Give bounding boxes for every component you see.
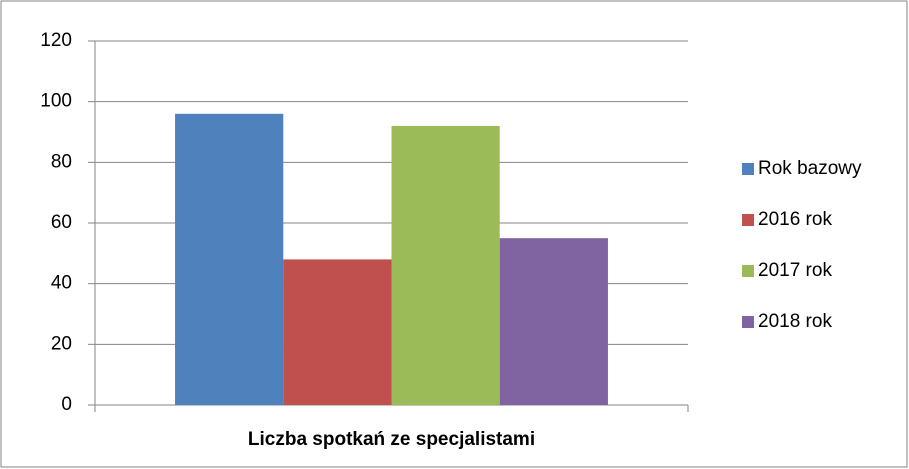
legend-label: Rok bazowy <box>758 158 862 179</box>
y-tick-label: 20 <box>51 333 72 354</box>
y-tick-label: 120 <box>40 30 72 51</box>
y-tick-label: 60 <box>51 212 72 233</box>
y-tick-label: 0 <box>61 394 72 415</box>
bar <box>283 259 392 405</box>
legend-swatch <box>742 265 754 277</box>
legend-swatch <box>742 316 754 328</box>
y-tick-label: 80 <box>51 151 72 172</box>
bar <box>391 125 500 405</box>
y-tick-label: 40 <box>51 273 72 294</box>
legend-label: 2018 rok <box>758 311 832 332</box>
legend-swatch <box>742 214 754 226</box>
bar <box>175 113 284 406</box>
y-tick-label: 100 <box>40 91 72 112</box>
x-tick-label: Liczba spotkań ze specjalistami <box>248 429 535 450</box>
legend-swatch <box>742 163 754 175</box>
bar <box>499 238 608 405</box>
legend-label: 2016 rok <box>758 209 832 230</box>
legend-label: 2017 rok <box>758 260 832 281</box>
